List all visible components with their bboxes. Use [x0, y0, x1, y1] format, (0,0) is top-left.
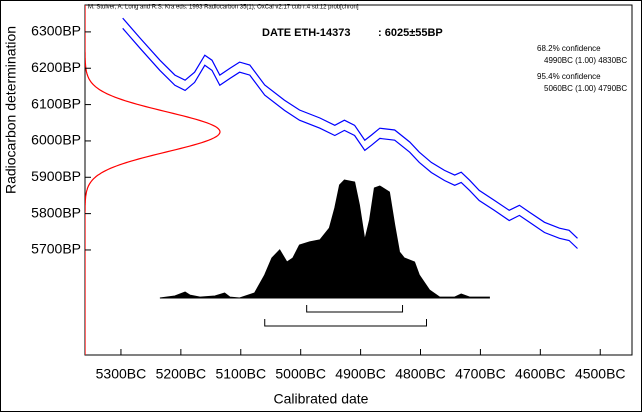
- x-tick-label: 5000BC: [275, 366, 326, 382]
- x-tick-label: 4600BC: [515, 366, 566, 382]
- plot-frame: [84, 4, 633, 356]
- range-label: 4990BC (1.00) 4830BC: [544, 56, 627, 65]
- calibration-curve: [122, 17, 578, 239]
- x-tick-label: 4900BC: [335, 366, 386, 382]
- header: M. Stuiver, A. Long and R.S. Kra eds. 19…: [88, 5, 359, 11]
- y-tick-label: 5700BP: [31, 241, 81, 257]
- x-tick-label: 4800BC: [395, 366, 446, 382]
- y-tick-label: 6300BP: [31, 23, 81, 39]
- y-tick-label: 6200BP: [31, 59, 81, 75]
- x-tick-label: 4500BC: [575, 366, 626, 382]
- date-value: : 6025±55BP: [378, 27, 443, 39]
- y-tick-label: 5900BP: [31, 168, 81, 184]
- confidence-label: 68.2% confidence: [537, 44, 601, 53]
- range-bar: [264, 319, 428, 327]
- x-tick-label: 5300BC: [96, 366, 147, 382]
- y-tick-label: 5800BP: [31, 204, 81, 220]
- date-distribution: [85, 5, 221, 355]
- range-bar: [306, 305, 404, 313]
- y-tick-label: 6000BP: [31, 132, 81, 148]
- date-label: DATE ETH-14373: [262, 27, 350, 39]
- confidence-label: 95.4% confidence: [537, 72, 601, 81]
- x-tick-label: 4700BC: [455, 366, 506, 382]
- probability-distribution: [159, 179, 490, 299]
- y-tick-label: 6100BP: [31, 95, 81, 111]
- range-label: 5060BC (1.00) 4790BC: [544, 84, 627, 93]
- calibration-curve: [122, 27, 578, 249]
- x-tick-label: 5100BC: [215, 366, 266, 382]
- y-axis-label: Radiocarbon determination: [3, 26, 19, 194]
- plot-area: [85, 5, 578, 355]
- x-axis-label: Calibrated date: [274, 391, 369, 407]
- x-tick-label: 5200BC: [156, 366, 207, 382]
